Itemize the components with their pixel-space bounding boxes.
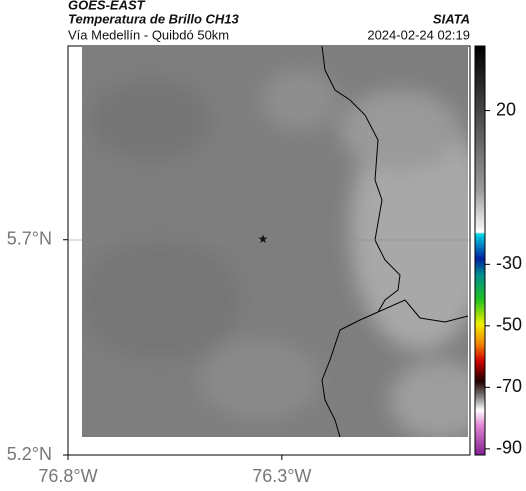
title: GOES-EAST xyxy=(68,0,146,12)
colorbar-tick-label: -90 xyxy=(496,438,522,458)
colorbar-tick-label: -50 xyxy=(496,315,522,335)
colorbar-tick-label: 20 xyxy=(496,99,516,119)
x-tick-label: 76.8°W xyxy=(38,466,97,486)
y-tick-label: 5.7°N xyxy=(7,228,52,248)
colorbar-tick-label: -30 xyxy=(496,253,522,273)
colorbar-tick-label: -70 xyxy=(496,376,522,396)
imagery xyxy=(82,46,468,437)
x-tick-label: 76.3°W xyxy=(252,466,311,486)
subtitle: Temperatura de Brillo CH13 xyxy=(68,11,240,26)
source: SIATA xyxy=(433,11,470,26)
datetime: 2024-02-24 02:19 xyxy=(367,27,470,42)
location-marker: ★ xyxy=(258,232,269,246)
y-tick-label: 5.2°N xyxy=(7,444,52,464)
border xyxy=(321,45,469,438)
colorbar xyxy=(474,45,486,456)
region: Vía Medellín - Quibdó 50km xyxy=(68,27,229,42)
